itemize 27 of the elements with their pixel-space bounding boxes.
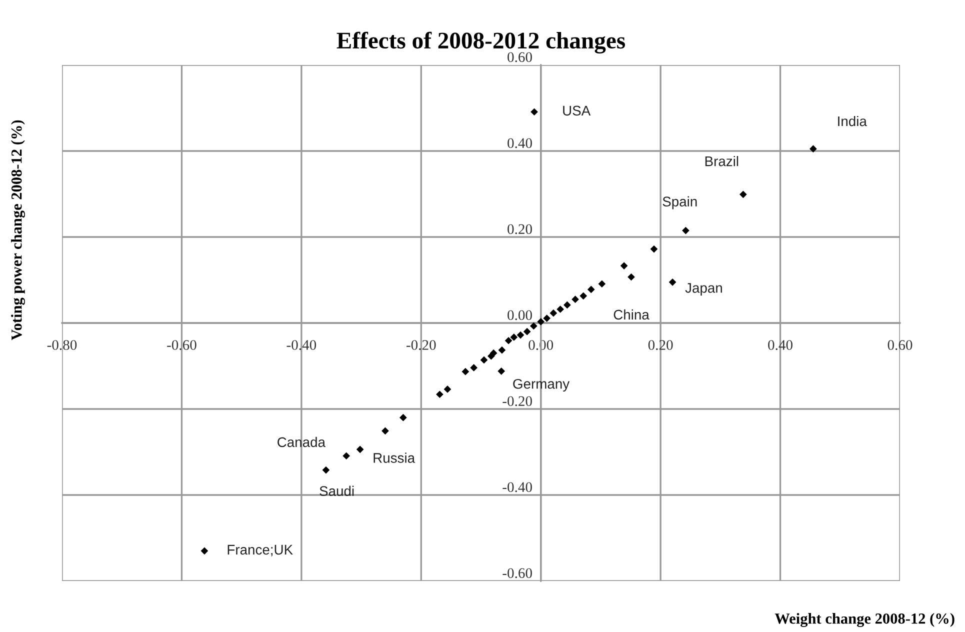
y-tick-label: 0.00 (508, 310, 532, 320)
annotation: Japan (685, 283, 722, 296)
annotation: France;UK (228, 544, 293, 556)
annotation: Saudi (320, 486, 354, 496)
y-tick-label: -0.60 (502, 568, 532, 578)
x-tick-label: 0.20 (648, 340, 673, 350)
x-tick-label: -0.20 (406, 340, 436, 350)
annotation: China (614, 309, 650, 320)
y-tick-label: 0.40 (508, 138, 532, 148)
annotation: USA (563, 106, 591, 116)
annotation: India (838, 116, 867, 126)
annotation: Russia (374, 452, 416, 463)
annotation: Canada (278, 436, 326, 448)
y-tick-label: 0.60 (508, 52, 532, 62)
y-tick-label: -0.40 (502, 482, 532, 492)
x-tick-label: 0.40 (768, 340, 792, 350)
y-tick-label: -0.20 (502, 396, 532, 406)
x-tick-label: -0.40 (286, 340, 316, 350)
x-axis-title: Weight change 2008-12 (%) (774, 613, 954, 627)
annotation: Germany (513, 378, 570, 392)
annotation: Brazil (705, 156, 738, 166)
y-axis-title: Voting power change 2008-12 (%) (11, 120, 25, 340)
x-tick-label: -0.60 (167, 340, 196, 350)
annotation: Spain (662, 196, 697, 210)
x-tick-label: -0.80 (47, 340, 77, 350)
y-tick-label: 0.20 (508, 224, 532, 234)
x-tick-label: 0.60 (888, 340, 912, 350)
